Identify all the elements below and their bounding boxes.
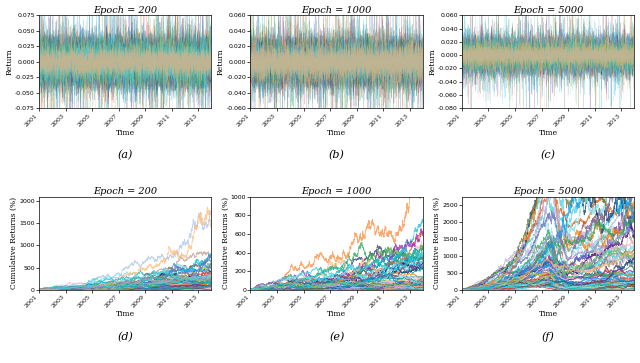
X-axis label: Time: Time <box>327 129 346 137</box>
Title: Epoch = 200: Epoch = 200 <box>93 5 157 15</box>
X-axis label: Time: Time <box>539 310 557 318</box>
Text: (f): (f) <box>541 331 555 342</box>
Text: (d): (d) <box>117 331 133 342</box>
Text: (b): (b) <box>329 150 345 160</box>
Y-axis label: Cumulative Returns (%): Cumulative Returns (%) <box>10 197 18 289</box>
Text: (e): (e) <box>329 331 344 342</box>
Y-axis label: Cumulative Returns (%): Cumulative Returns (%) <box>221 197 229 289</box>
Title: Epoch = 1000: Epoch = 1000 <box>301 187 372 196</box>
Title: Epoch = 1000: Epoch = 1000 <box>301 5 372 15</box>
Y-axis label: Return: Return <box>429 49 436 75</box>
Y-axis label: Cumulative Returns (%): Cumulative Returns (%) <box>433 197 441 289</box>
Title: Epoch = 200: Epoch = 200 <box>93 187 157 196</box>
Text: (c): (c) <box>541 150 556 160</box>
Y-axis label: Return: Return <box>217 49 225 75</box>
Title: Epoch = 5000: Epoch = 5000 <box>513 187 584 196</box>
X-axis label: Time: Time <box>116 310 135 318</box>
Y-axis label: Return: Return <box>6 49 13 75</box>
X-axis label: Time: Time <box>116 129 135 137</box>
Text: (a): (a) <box>118 150 133 160</box>
X-axis label: Time: Time <box>327 310 346 318</box>
X-axis label: Time: Time <box>539 129 557 137</box>
Title: Epoch = 5000: Epoch = 5000 <box>513 5 584 15</box>
